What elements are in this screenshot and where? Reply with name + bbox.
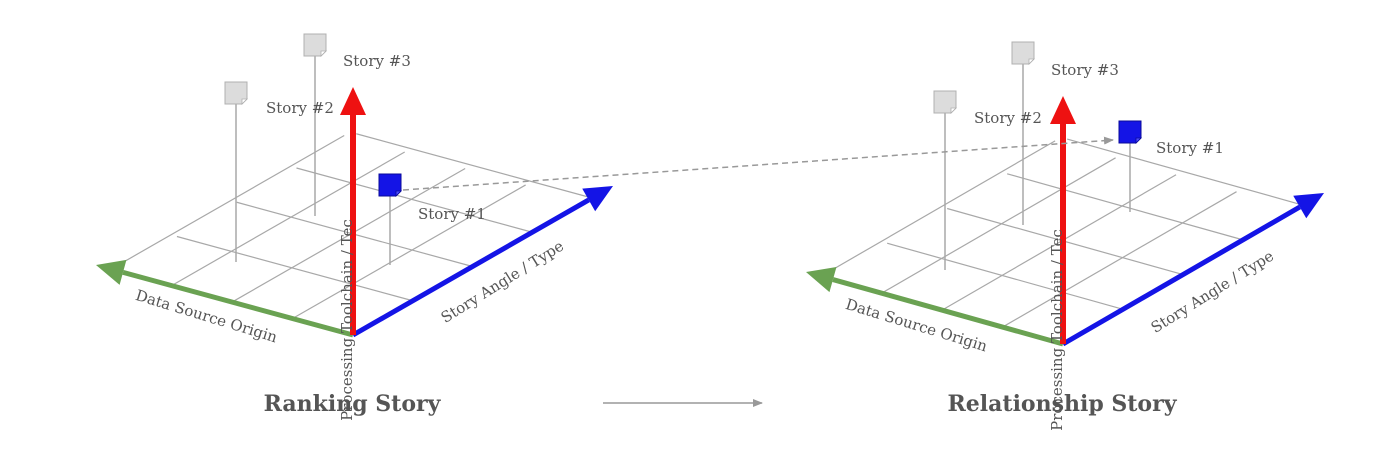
story-marker-fold	[320, 50, 327, 57]
story-label: Story #3	[1051, 61, 1119, 79]
story-angle-axis-head	[582, 186, 613, 212]
grid-line	[887, 242, 1124, 310]
story-marker-fold	[241, 98, 248, 105]
story-marker-fold	[1135, 137, 1142, 144]
data-source-origin-axis	[832, 277, 1064, 347]
grid-line	[356, 133, 593, 199]
grid-line	[1007, 173, 1244, 241]
story-marker-fold	[1028, 58, 1035, 65]
story-marker-fold	[950, 107, 957, 114]
story-marker-fold	[395, 190, 402, 197]
story-label: Story #3	[343, 52, 411, 70]
grid-line	[1002, 191, 1237, 328]
story-connector-line	[402, 136, 1114, 191]
grid-line	[176, 235, 413, 302]
grid-line	[296, 167, 533, 233]
processing-toolchain-axis-head	[1050, 96, 1076, 124]
processing-toolchain-label: Processing Toolchain / Tec	[1048, 229, 1066, 431]
story-label: Story #2	[266, 99, 334, 117]
grid-line	[110, 135, 345, 270]
story-label: Story #1	[418, 205, 486, 223]
grid-line	[881, 157, 1116, 294]
processing-toolchain-label: Processing Toolchain / Tec	[338, 219, 356, 421]
story-angle-axis	[351, 197, 590, 338]
relationship-story-caption: Relationship Story	[948, 391, 1178, 417]
story-label: Story #2	[974, 109, 1042, 127]
grid-line	[820, 140, 1056, 277]
story-label: Story #1	[1156, 139, 1224, 157]
story-angle-axis	[1061, 204, 1302, 347]
floor-grid	[820, 138, 1304, 328]
data-source-origin-axis-head	[96, 259, 127, 285]
ranking-story-caption: Ranking Story	[264, 391, 442, 417]
data-source-origin-axis	[122, 269, 354, 338]
grid-line	[231, 167, 466, 303]
processing-toolchain-axis-head	[340, 87, 366, 115]
grid-line	[171, 151, 405, 287]
grid-line	[1067, 138, 1304, 206]
grid-line	[941, 174, 1177, 311]
grid-line	[292, 184, 526, 320]
story-angle-axis-head	[1293, 193, 1324, 219]
data-source-origin-axis-head	[806, 267, 837, 293]
